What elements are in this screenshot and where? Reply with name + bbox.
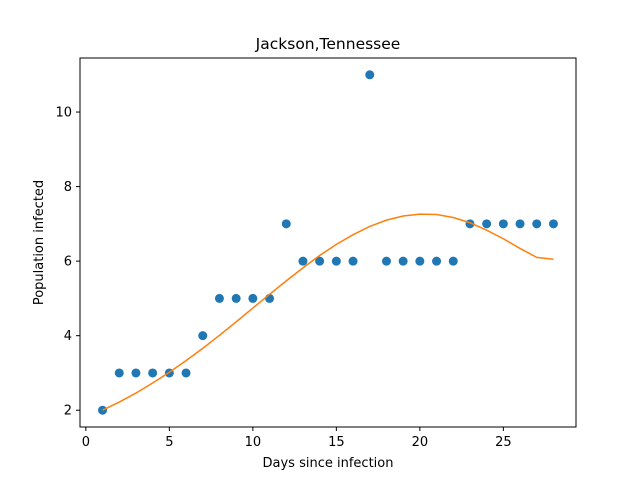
data-point-9 [231,293,241,303]
chart-title: Jackson,Tennessee [255,35,401,53]
data-point-12 [281,219,291,229]
data-point-26 [515,219,525,229]
data-point-24 [482,219,492,229]
data-point-27 [532,219,542,229]
data-point-6 [181,368,191,378]
y-axis: 2 4 6 8 10 [55,106,80,419]
y-tick-label: 8 [64,180,72,195]
plot-area [98,70,558,415]
x-tick-label: 5 [165,435,173,450]
data-point-25 [498,219,508,229]
x-tick-label: 20 [412,435,429,450]
x-axis-label: Days since infection [263,456,394,471]
data-point-16 [348,256,358,266]
data-point-17 [365,70,375,80]
y-tick-label: 2 [64,404,72,419]
data-point-3 [131,368,141,378]
data-point-8 [214,293,224,303]
axes-frame [79,57,577,428]
data-point-4 [148,368,158,378]
data-point-20 [415,256,425,266]
data-point-28 [548,219,558,229]
data-point-18 [381,256,391,266]
x-axis: 0 5 10 15 20 25 [82,427,512,450]
y-tick-label: 10 [55,106,72,121]
fit-curve-line [102,213,554,411]
y-axis-label: Population infected [32,180,47,305]
x-tick-label: 25 [495,435,512,450]
data-point-10 [248,293,258,303]
y-tick-label: 6 [64,255,72,270]
data-point-13 [298,256,308,266]
y-tick-label: 4 [64,329,72,344]
x-tick-label: 15 [328,435,345,450]
x-tick-label: 10 [245,435,262,450]
data-point-15 [331,256,341,266]
data-point-19 [398,256,408,266]
x-tick-label: 0 [82,435,90,450]
data-point-14 [315,256,325,266]
data-point-2 [114,368,124,378]
data-point-7 [198,331,208,341]
data-point-22 [448,256,458,266]
data-point-21 [432,256,442,266]
